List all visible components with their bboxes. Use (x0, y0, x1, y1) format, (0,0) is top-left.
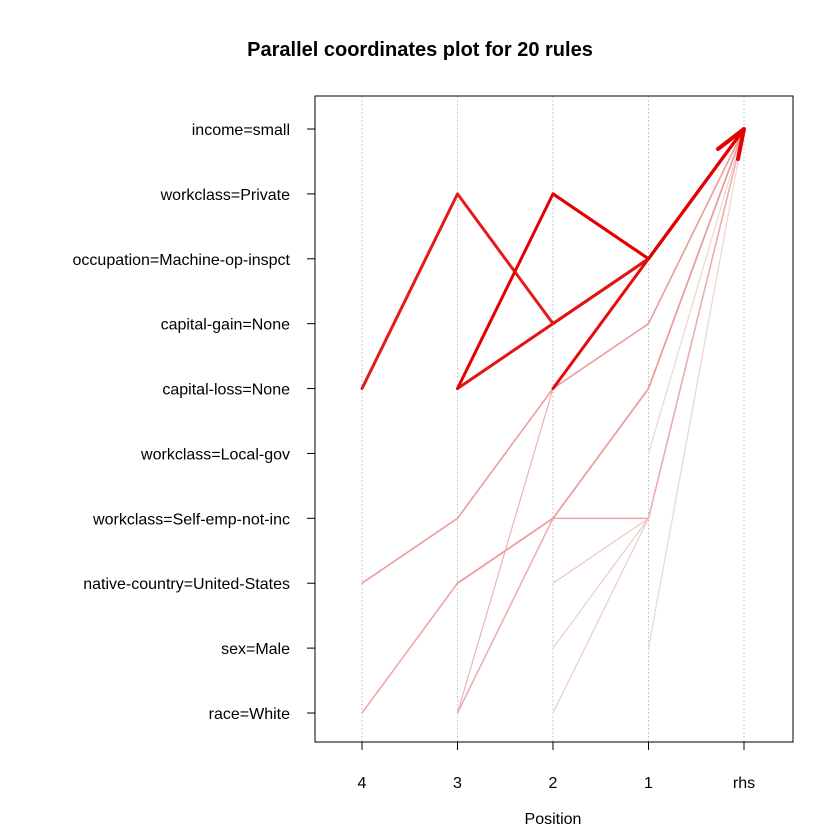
x-tick-label-1: 1 (644, 775, 653, 792)
rule-line-9 (456, 128, 745, 585)
rule-line-17 (647, 128, 745, 649)
y-tick-label-income-small: income=small (192, 122, 290, 139)
rule-lines (360, 127, 746, 714)
x-axis-label: Position (525, 811, 582, 828)
x-tick-label-rhs: rhs (733, 775, 755, 792)
y-axis: race=White sex=Male native-country=United-… (73, 122, 315, 723)
y-tick-label-workclass-self-emp-not-inc: workclass=Self-emp-not-inc (92, 511, 290, 528)
y-tick-label-workclass-private: workclass=Private (160, 187, 290, 204)
x-tick-label-2: 2 (549, 775, 558, 792)
rule-line-1 (456, 127, 746, 391)
rhs-arrowhead (716, 127, 746, 161)
y-tick-label-sex-male: sex=Male (221, 641, 290, 658)
x-axis: 4 3 2 1 rhs (358, 742, 755, 792)
x-tick-label-4: 4 (358, 775, 367, 792)
y-tick-label-workclass-local-gov: workclass=Local-gov (140, 446, 290, 463)
plot-frame (314, 95, 794, 743)
y-tick-label-capital-loss-none: capital-loss=None (162, 382, 290, 399)
rule-line-10 (456, 128, 745, 714)
x-tick-label-3: 3 (453, 775, 462, 792)
rule-line-16 (647, 128, 745, 455)
y-tick-label-capital-gain-none: capital-gain=None (161, 317, 291, 334)
y-tick-label-occupation-machine-op-inspct: occupation=Machine-op-inspct (73, 252, 291, 269)
y-tick-label-race-white: race=White (209, 706, 290, 723)
chart-title: Parallel coordinates plot for 20 rules (247, 39, 593, 61)
y-tick-label-native-country-united-states: native-country=United-States (83, 576, 290, 593)
